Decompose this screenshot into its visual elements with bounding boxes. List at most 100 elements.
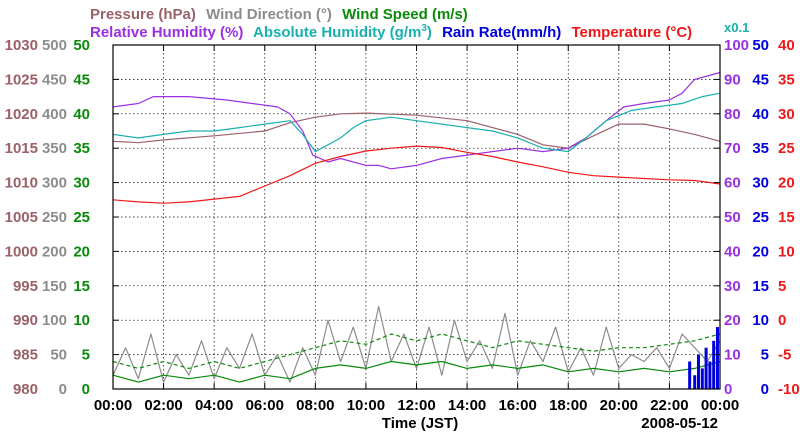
x-tick-label: 12:00	[397, 397, 435, 414]
axis-layer: 00:00 02:00 04:00 06:00 08:00 10:00 12:00 14:00…	[5, 37, 800, 414]
y-tick-label-wind-direction: 400	[42, 106, 67, 123]
y-tick-label-wind-speed: 30	[73, 175, 90, 192]
y-tick-label-wind-speed: 0	[82, 381, 90, 398]
y-tick-label-pressure: 1030	[5, 37, 38, 54]
legend-temperature: Temperature (°C)	[571, 24, 692, 41]
y-tick-label-temperature: 15	[778, 209, 795, 226]
x-tick-label: 14:00	[448, 397, 486, 414]
y-tick-label-rain-rate: 20	[752, 243, 769, 260]
y-tick-label-wind-speed: 35	[73, 140, 90, 157]
y-tick-label-wind-speed: 5	[82, 347, 90, 364]
y-tick-label-rain-rate: 25	[752, 209, 769, 226]
x-tick-label: 10:00	[347, 397, 385, 414]
y-tick-label-wind-direction: 0	[59, 381, 67, 398]
y-tick-label-temperature: 30	[778, 106, 795, 123]
y-tick-label-wind-speed: 10	[73, 312, 90, 329]
legend-wind-speed: Wind Speed (m/s)	[342, 6, 468, 23]
x-tick-label: 18:00	[549, 397, 587, 414]
y-tick-label-temperature: 25	[778, 140, 795, 157]
y-tick-label-relative-humidity: 20	[724, 312, 741, 329]
y-tick-label-pressure: 995	[13, 278, 38, 295]
legend-pressure: Pressure (hPa)	[90, 6, 196, 23]
y-tick-label-rain-rate: 0	[761, 381, 769, 398]
y-tick-label-temperature: 20	[778, 175, 795, 192]
y-tick-label-pressure: 1025	[5, 71, 38, 88]
legend-absolute-humidity-close: )	[427, 24, 432, 41]
x-tick-label: 08:00	[296, 397, 334, 414]
y-tick-label-pressure: 1005	[5, 209, 38, 226]
series-absolute-humidity-g-m3	[112, 92, 721, 153]
date-label: 2008-05-12	[641, 415, 718, 432]
svg-text:Pressure (hPa) Wind Direct: Pressure (hPa) Wind Direction (°) Wind S…	[90, 6, 468, 23]
y-tick-label-wind-direction: 450	[42, 71, 67, 88]
y-tick-label-relative-humidity: 30	[724, 278, 741, 295]
y-tick-label-relative-humidity: 90	[724, 71, 741, 88]
legend-absolute-humidity-sup: 3	[421, 23, 427, 34]
y-tick-label-rain-rate: 35	[752, 140, 769, 157]
series-pressure-hpa	[112, 112, 721, 149]
legend-wind-direction: Wind Direction (°)	[206, 6, 332, 23]
y-tick-label-wind-speed: 20	[73, 243, 90, 260]
y-tick-label-temperature: 40	[778, 37, 795, 54]
x-tick-label: 22:00	[650, 397, 688, 414]
x-tick-label: 06:00	[246, 397, 284, 414]
bar-rain-rate-mm-h	[708, 361, 712, 389]
y-tick-label-relative-humidity: 60	[724, 175, 741, 192]
y-tick-label-wind-speed: 15	[73, 278, 90, 295]
bar-rain-rate-mm-h	[712, 340, 716, 389]
y-tick-label-wind-direction: 200	[42, 243, 67, 260]
y-tick-label-relative-humidity: 0	[724, 381, 732, 398]
x-tick-label: 16:00	[498, 397, 536, 414]
series-wind-direction	[112, 305, 721, 383]
bar-rain-rate-mm-h	[715, 327, 719, 389]
legend-rain-rate: Rain Rate(mm/h)	[442, 24, 561, 41]
series-relative-humidity	[112, 71, 721, 170]
y-tick-label-pressure: 990	[13, 312, 38, 329]
y-tick-label-rain-rate: 30	[752, 175, 769, 192]
y-tick-label-pressure: 1020	[5, 106, 38, 123]
y-tick-label-rain-rate: 50	[752, 37, 769, 54]
bar-rain-rate-mm-h	[688, 361, 692, 389]
y-tick-label-temperature: 0	[778, 312, 786, 329]
y-tick-label-pressure: 1015	[5, 140, 38, 157]
series-layer	[112, 71, 721, 389]
svg-text:Relative Humidity (%) Abso: Relative Humidity (%) Absolute Humidity …	[90, 23, 692, 41]
x-tick-label: 04:00	[195, 397, 233, 414]
x-tick-label: 02:00	[144, 397, 182, 414]
y-tick-label-relative-humidity: 10	[724, 347, 741, 364]
y-tick-label-wind-direction: 50	[50, 347, 67, 364]
y-tick-label-relative-humidity: 40	[724, 243, 741, 260]
y-tick-label-pressure: 1010	[5, 175, 38, 192]
legend-relative-humidity: Relative Humidity (%)	[90, 24, 243, 41]
series-wind-speed-m-s	[112, 360, 721, 383]
y-tick-label-relative-humidity: 80	[724, 106, 741, 123]
bar-rain-rate-mm-h	[693, 375, 697, 389]
y-tick-label-pressure: 1000	[5, 243, 38, 260]
bar-rain-rate-mm-h	[704, 347, 708, 389]
y-tick-label-wind-speed: 25	[73, 209, 90, 226]
y-tick-label-rain-rate: 15	[752, 278, 769, 295]
y-tick-label-temperature: 35	[778, 71, 795, 88]
y-tick-label-rain-rate: 40	[752, 106, 769, 123]
y-tick-label-relative-humidity: 100	[724, 37, 749, 54]
x-tick-label: 00:00	[701, 397, 739, 414]
y-tick-label-temperature: 5	[778, 278, 786, 295]
y-tick-label-wind-direction: 300	[42, 175, 67, 192]
y-tick-label-wind-direction: 150	[42, 278, 67, 295]
y-tick-label-temperature: -10	[778, 381, 800, 398]
y-tick-label-pressure: 980	[13, 381, 38, 398]
y-tick-label-temperature: 10	[778, 243, 795, 260]
y-tick-label-rain-rate: 45	[752, 71, 769, 88]
y-tick-label-wind-direction: 350	[42, 140, 67, 157]
y-tick-label-relative-humidity: 70	[724, 140, 741, 157]
y-tick-label-relative-humidity: 50	[724, 209, 741, 226]
y-tick-label-rain-rate: 5	[761, 347, 769, 364]
bar-rain-rate-mm-h	[700, 368, 704, 389]
y-tick-label-temperature: -5	[778, 347, 791, 364]
y-tick-label-wind-speed: 50	[73, 37, 90, 54]
series-temperature-c	[112, 145, 721, 204]
x-tick-label: 20:00	[600, 397, 638, 414]
y-tick-label-rain-rate: 10	[752, 312, 769, 329]
y-tick-label-wind-speed: 40	[73, 106, 90, 123]
